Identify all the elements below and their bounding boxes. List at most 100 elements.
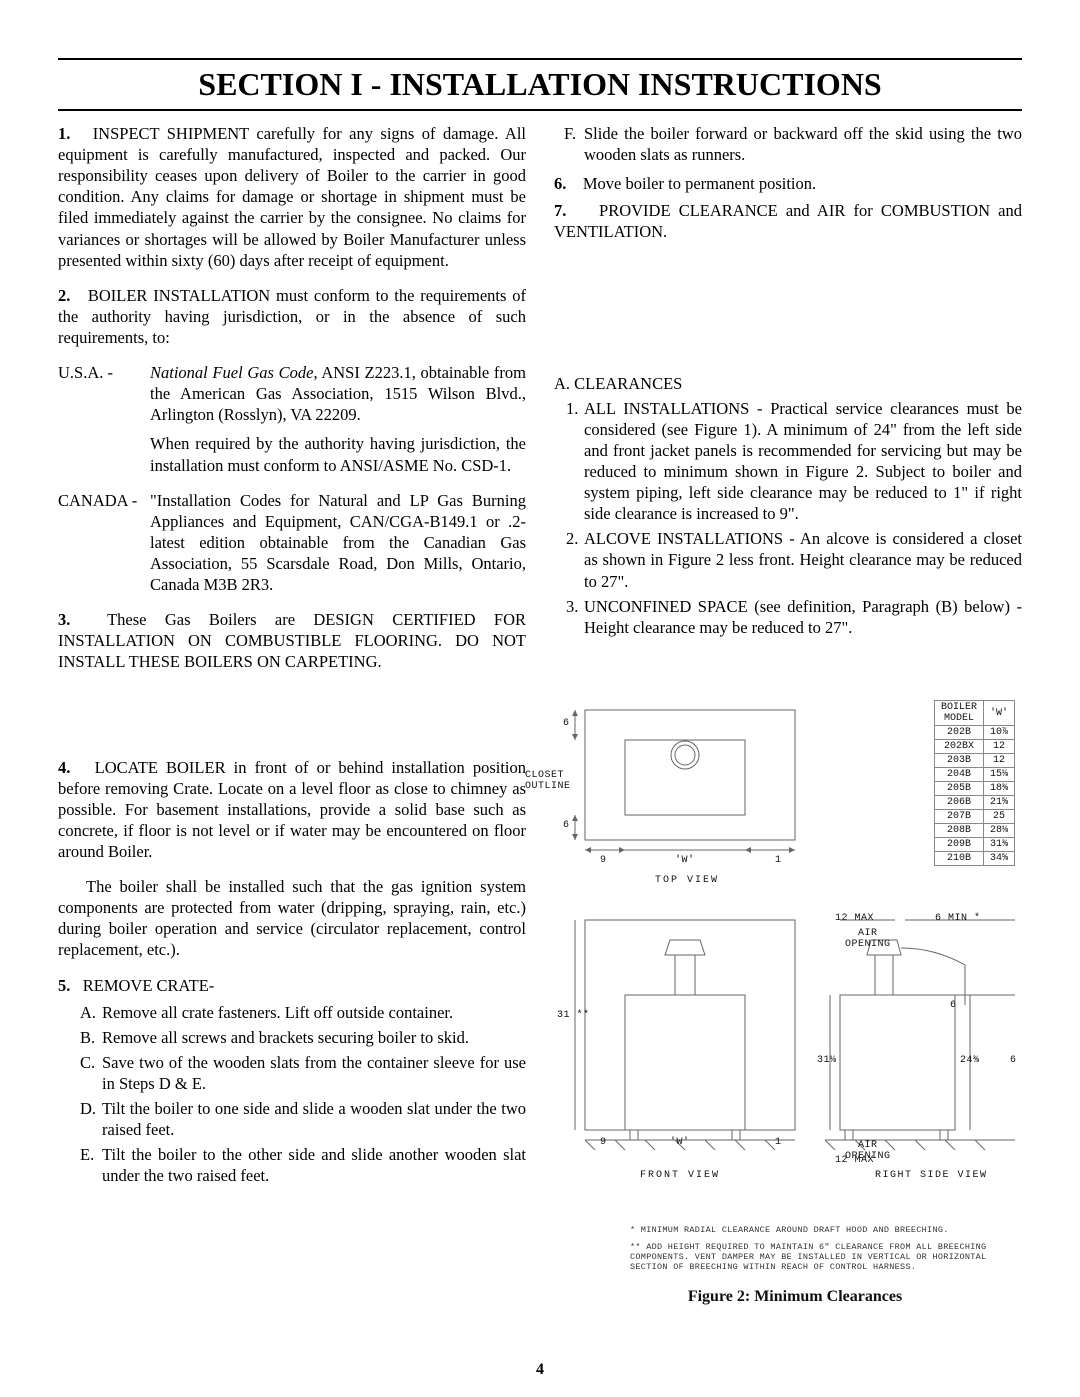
top-view-svg — [555, 700, 815, 880]
table-cell: 208B — [934, 824, 983, 838]
num-1: 1. — [58, 124, 70, 143]
dim-6b: 6 — [563, 820, 570, 831]
para-4-text: LOCATE BOILER in front of or behind inst… — [58, 758, 526, 861]
para-2-text: BOILER INSTALLATION must conform to the … — [58, 286, 526, 347]
clearances-head: A. CLEARANCES — [554, 373, 1022, 394]
usa-text2: When required by the authority having ju… — [150, 433, 526, 475]
codes-block: U.S.A. - National Fuel Gas Code, ANSI Z2… — [58, 362, 526, 595]
clr-1: 1.ALL INSTALLATIONS - Practical service … — [566, 398, 1022, 525]
clr-text-1: ALL INSTALLATIONS - Practical service cl… — [584, 398, 1022, 525]
letter-C: C. — [80, 1052, 102, 1094]
item-A: A.Remove all crate fasteners. Lift off o… — [80, 1002, 526, 1023]
dim-wa: 'W' — [675, 855, 695, 866]
num-2: 2. — [58, 286, 70, 305]
item-E: E.Tilt the boiler to the other side and … — [80, 1144, 526, 1186]
table-cell: 21⅝ — [983, 796, 1014, 810]
table-cell: 31⅜ — [983, 838, 1014, 852]
th-w: 'W' — [983, 701, 1014, 726]
table-row: 205B18⅜ — [934, 782, 1014, 796]
can-label: CANADA - — [58, 490, 150, 596]
item-B: B.Remove all screws and brackets securin… — [80, 1027, 526, 1048]
spacer — [58, 687, 526, 757]
clr-text-2: ALCOVE INSTALLATIONS - An alcove is cons… — [584, 528, 1022, 591]
front-view-svg — [555, 910, 805, 1170]
table-row: 210B34⅝ — [934, 852, 1014, 866]
table-cell: 206B — [934, 796, 983, 810]
letter-E: E. — [80, 1144, 102, 1186]
para-7-text: PROVIDE CLEARANCE and AIR for COMBUSTION… — [554, 201, 1022, 241]
under-rule — [58, 109, 1022, 111]
text-D: Tilt the boiler to one side and slide a … — [102, 1098, 526, 1140]
can-text: "Installation Codes for Natural and LP G… — [150, 490, 526, 596]
num-7: 7. — [554, 201, 566, 220]
para-4b: The boiler shall be installed such that … — [58, 876, 526, 960]
table-row: 209B31⅜ — [934, 838, 1014, 852]
closet-label: CLOSETOUTLINE — [525, 770, 571, 792]
dim-12max-bot: 12 MAX — [835, 1155, 874, 1166]
dim-6d: 6 — [1010, 1055, 1017, 1066]
table-row: 204B15⅛ — [934, 768, 1014, 782]
footnote-2: ** ADD HEIGHT REQUIRED TO MAINTAIN 6" CL… — [630, 1242, 1025, 1272]
para-7: 7. PROVIDE CLEARANCE and AIR for COMBUST… — [554, 200, 1022, 242]
text-C: Save two of the wooden slats from the co… — [102, 1052, 526, 1094]
front-view-label: FRONT VIEW — [640, 1170, 720, 1181]
th-model: BOILER MODEL — [934, 701, 983, 726]
para-5: 5. REMOVE CRATE- — [58, 975, 526, 996]
usa-text: National Fuel Gas Code, ANSI Z223.1, obt… — [150, 362, 526, 425]
item-C: C.Save two of the wooden slats from the … — [80, 1052, 526, 1094]
table-cell: 28⅛ — [983, 824, 1014, 838]
table-cell: 203B — [934, 754, 983, 768]
right-view-label: RIGHT SIDE VIEW — [875, 1170, 988, 1181]
para-6: 6. Move boiler to permanent position. — [554, 173, 1022, 194]
table-cell: 210B — [934, 852, 983, 866]
text-E: Tilt the boiler to the other side and sl… — [102, 1144, 526, 1186]
table-cell: 209B — [934, 838, 983, 852]
table-cell: 205B — [934, 782, 983, 796]
table-row: 207B25 — [934, 810, 1014, 824]
table-cell: 12 — [983, 754, 1014, 768]
footnote-1: * MINIMUM RADIAL CLEARANCE AROUND DRAFT … — [630, 1225, 1025, 1235]
dim-24: 24⅜ — [960, 1055, 980, 1066]
para-1: 1. INSPECT SHIPMENT carefully for any si… — [58, 123, 526, 271]
left-column: 1. INSPECT SHIPMENT carefully for any si… — [58, 123, 526, 1190]
page-number: 4 — [0, 1361, 1080, 1379]
text-B: Remove all screws and brackets securing … — [102, 1027, 526, 1048]
dim-1a: 1 — [775, 855, 782, 866]
para-2: 2. BOILER INSTALLATION must conform to t… — [58, 285, 526, 348]
table-row: 203B12 — [934, 754, 1014, 768]
table-cell: 18⅜ — [983, 782, 1014, 796]
text-A: Remove all crate fasteners. Lift off out… — [102, 1002, 526, 1023]
para-3-text: These Gas Boilers are DESIGN CERTIFIED F… — [58, 610, 526, 671]
letter-D: D. — [80, 1098, 102, 1140]
figure-caption: Figure 2: Minimum Clearances — [555, 1288, 1035, 1306]
table-cell: 12 — [983, 740, 1014, 754]
num-4: 4. — [58, 758, 70, 777]
clr-num-2: 2. — [566, 528, 584, 591]
usa-label: U.S.A. - — [58, 362, 150, 425]
dim-6min: 6 MIN * — [935, 913, 981, 924]
dim-9b: 9 — [600, 1137, 607, 1148]
top-view-label: TOP VIEW — [655, 875, 719, 886]
clr-3: 3.UNCONFINED SPACE (see definition, Para… — [566, 596, 1022, 638]
letter-F: F. — [554, 123, 584, 165]
item-F: F. Slide the boiler forward or backward … — [554, 123, 1022, 165]
letter-B: B. — [80, 1027, 102, 1048]
clr-2: 2.ALCOVE INSTALLATIONS - An alcove is co… — [566, 528, 1022, 591]
table-cell: 10⅞ — [983, 726, 1014, 740]
dim-31-18: 31⅛ — [817, 1055, 837, 1066]
table-cell: 15⅛ — [983, 768, 1014, 782]
clr-text-3: UNCONFINED SPACE (see definition, Paragr… — [584, 596, 1022, 638]
table-cell: 202BX — [934, 740, 983, 754]
top-rule — [58, 58, 1022, 60]
item-D: D.Tilt the boiler to one side and slide … — [80, 1098, 526, 1140]
remove-crate-list: A.Remove all crate fasteners. Lift off o… — [80, 1002, 526, 1187]
para-5-text: REMOVE CRATE- — [83, 976, 215, 995]
boiler-table: BOILER MODEL 'W' 202B10⅞202BX12203B12204… — [934, 700, 1015, 866]
clr-num-1: 1. — [566, 398, 584, 525]
dim-wb: 'W' — [670, 1137, 690, 1148]
table-cell: 202B — [934, 726, 983, 740]
table-row: 206B21⅝ — [934, 796, 1014, 810]
canada-row: CANADA - "Installation Codes for Natural… — [58, 490, 526, 596]
num-6: 6. — [554, 174, 566, 193]
figure-2: CLOSETOUTLINE 6 6 9 'W' 1 TOP VIEW BOILE… — [555, 700, 1035, 1310]
